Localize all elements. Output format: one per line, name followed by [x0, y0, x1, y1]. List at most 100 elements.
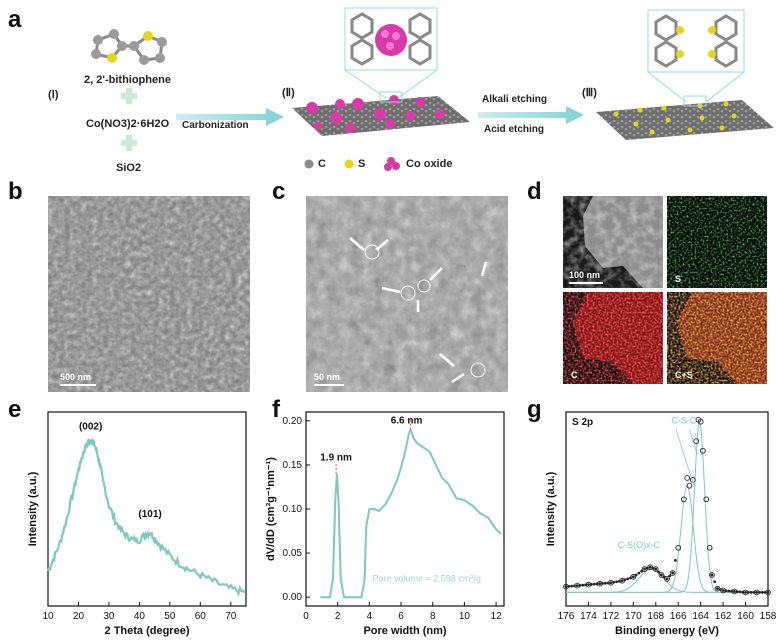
xps-data-point — [703, 496, 710, 503]
xps-data-point — [665, 577, 669, 581]
peak-label-large: 6.6 nm — [391, 415, 423, 426]
xps-data-point — [657, 570, 660, 574]
step-label-2: (Ⅱ) — [282, 87, 295, 99]
etching-arrow — [478, 106, 584, 124]
fit-component-css-1 — [566, 419, 768, 593]
xps-data-point — [637, 571, 641, 575]
xps-data-point — [700, 447, 706, 454]
plus-icon — [121, 88, 137, 104]
xps-data-point — [710, 573, 714, 577]
xps-data-point — [648, 565, 652, 569]
xps-data-point — [606, 581, 610, 585]
panel-letter-a: a — [8, 6, 22, 33]
fit-component-sox — [566, 568, 768, 593]
tem-scalebar-label: 50 nm — [314, 372, 341, 382]
xps-data-point — [615, 580, 618, 584]
x-tick-label: 0 — [303, 611, 309, 622]
xps-data-point — [612, 580, 616, 584]
x-tick-label: 160 — [737, 611, 754, 622]
legend-carbon-marker — [304, 159, 314, 169]
xps-data-point — [727, 589, 731, 593]
x-tick-label: 2 — [335, 611, 341, 622]
xps-data-point — [573, 584, 576, 588]
y-axis-label: Intensity (a.u.) — [545, 471, 557, 546]
map-sulfur — [667, 196, 767, 288]
xps-data-point — [730, 589, 733, 593]
xps-data-point — [623, 578, 627, 582]
panel-letter-c: c — [272, 178, 286, 205]
xps-data-point — [595, 582, 599, 586]
x-tick-label: 60 — [195, 611, 207, 622]
xps-data-point — [674, 559, 677, 562]
x-tick-label: 8 — [430, 611, 436, 622]
legend-sulfur-marker — [344, 159, 354, 169]
xps-data-point — [697, 418, 704, 425]
xps-data-point — [651, 566, 655, 570]
xps-data-point — [693, 438, 700, 444]
peak-label-small: 1.9 nm — [320, 453, 352, 464]
xps-data-point — [668, 574, 672, 578]
xps-data-point — [749, 591, 753, 594]
plot-frame — [47, 411, 247, 607]
xps-data-point — [592, 582, 596, 586]
xps-data-point — [620, 579, 624, 583]
map-scalebar-label: 100 nm — [569, 270, 601, 280]
panel-letter-b: b — [8, 178, 23, 205]
xps-data-point — [760, 591, 764, 594]
xps-data-point — [584, 583, 588, 587]
legend-co-oxide-label: Co oxide — [406, 158, 453, 170]
xps-data-point — [680, 496, 687, 503]
xps-data-point — [634, 573, 638, 577]
xps-data-point — [721, 589, 725, 592]
xps-data-point — [675, 544, 682, 551]
step-label-1: (Ⅰ) — [48, 89, 59, 101]
xps-data-point — [589, 583, 593, 586]
x-tick-label: 12 — [491, 611, 503, 622]
xps-data-point — [684, 475, 691, 481]
pore-volume-note: Pore volume = 2.598 cm³/g — [373, 573, 481, 583]
xps-data-point — [629, 576, 632, 580]
y-axis-label: Intensity (a.u.) — [27, 471, 39, 546]
xps-data-point — [746, 591, 750, 594]
y-tick-label: 0.20 — [283, 416, 303, 427]
xps-data-point — [713, 580, 717, 584]
x-tick-label: 164 — [692, 611, 709, 622]
map-haadf: 100 nm — [563, 196, 663, 288]
xps-data-point — [658, 572, 665, 578]
xps-data-point — [654, 567, 658, 571]
xps-data-point — [735, 590, 739, 594]
pore-size-chart: 0 2 4 6 8 10 12 0.00 0.05 0.10 0.15 0.20 Pore width … — [265, 411, 505, 637]
peak-label-csc: C-S-C — [671, 416, 696, 426]
xps-data-point — [581, 583, 585, 587]
xrd-series-line — [46, 437, 246, 597]
y-tick-label: 0.10 — [283, 504, 303, 515]
xps-data-point — [671, 571, 675, 575]
xrd-chart: 10 20 30 40 50 60 70 2 Theta (degree) Intensity … — [27, 411, 247, 637]
peak-label-csox: C-S(O)x-C — [618, 540, 661, 550]
xps-data-point — [662, 575, 666, 579]
y-axis-label: dV/dD (cm³g⁻¹nm⁻¹) — [265, 457, 277, 561]
x-axis-label: Pore width (nm) — [363, 625, 446, 637]
peak-label-002: (002) — [79, 421, 102, 432]
x-tick-label: 168 — [647, 611, 664, 622]
x-tick-label: 176 — [558, 611, 575, 622]
xps-data-point — [752, 591, 756, 594]
xps-data-point — [766, 591, 770, 594]
leader-line — [689, 429, 698, 455]
schematic-graphics — [91, 7, 774, 171]
carbonization-label: Carbonization — [182, 120, 249, 131]
precursor-bithiophene: 2, 2'-bithiophene — [84, 74, 171, 86]
sem-scalebar — [60, 384, 96, 386]
y-tick-label: 0.00 — [283, 592, 303, 603]
map-carbon — [563, 292, 663, 384]
xps-data-point — [567, 584, 571, 588]
carbonization-arrow — [176, 108, 284, 126]
alkali-etching-label: Alkali etching — [482, 94, 548, 105]
precursor-cobalt-nitrate: Co(NO3)2·6H2O — [86, 118, 170, 130]
xps-data-point — [741, 590, 745, 594]
y-tick-label: 0.15 — [283, 460, 303, 471]
xps-data-point — [755, 591, 759, 594]
step-label-3: (Ⅲ) — [582, 87, 597, 99]
bithiophene-molecule — [91, 29, 167, 65]
xps-data-point — [601, 582, 604, 585]
